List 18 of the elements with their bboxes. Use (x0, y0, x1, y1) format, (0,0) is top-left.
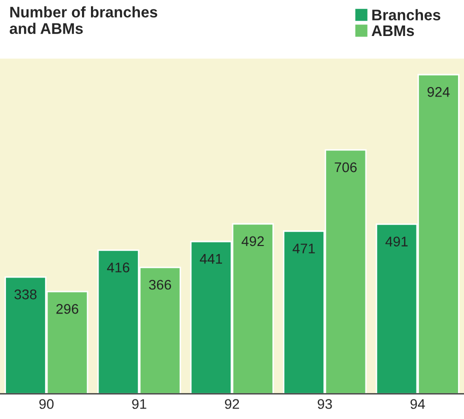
data-label: 924 (428, 87, 450, 97)
data-label: 366 (149, 280, 172, 290)
data-label: 491 (385, 236, 408, 246)
data-label: 471 (292, 244, 315, 254)
data-label: 492 (242, 236, 264, 246)
legend-label: Branches (372, 9, 440, 20)
data-label: 296 (56, 304, 78, 314)
legend-label: ABMs (372, 25, 414, 36)
data-label: 441 (200, 254, 222, 264)
data-label: 338 (14, 290, 37, 300)
data-label: 416 (107, 262, 130, 272)
data-label: 706 (334, 162, 357, 172)
x-tick-label: 91 (132, 399, 146, 409)
chart-title: Number of branches and ABMs (10, 6, 158, 34)
x-tick-label: 93 (318, 399, 332, 409)
x-tick-label: 94 (410, 399, 425, 409)
x-tick-label: 92 (224, 399, 240, 409)
x-tick-label: 90 (39, 399, 54, 409)
